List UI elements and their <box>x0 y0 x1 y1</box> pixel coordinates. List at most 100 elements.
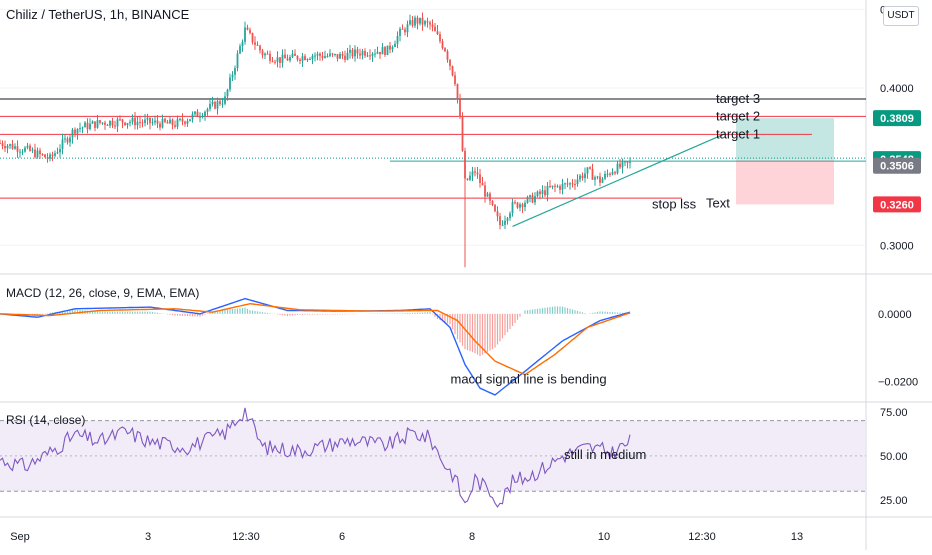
candle-body <box>306 59 309 61</box>
candle-body <box>111 120 114 126</box>
candle-body <box>199 116 201 118</box>
candle-body <box>101 122 104 124</box>
signal-line <box>0 302 631 376</box>
candle-body <box>181 118 184 122</box>
candle-body <box>129 121 131 124</box>
candle-body <box>524 202 526 208</box>
price-annotation: target 2 <box>716 108 760 123</box>
candle-body <box>236 53 239 69</box>
candle-body <box>261 50 264 56</box>
candle-body <box>519 204 521 208</box>
candle-body <box>119 119 121 121</box>
candle-body <box>124 122 126 125</box>
candle-body <box>201 116 204 118</box>
candle-body <box>304 56 306 60</box>
candle-body <box>271 60 274 62</box>
candle-body <box>516 202 519 208</box>
candle-body <box>586 167 589 174</box>
candle-body <box>589 167 591 169</box>
candle-body <box>106 124 109 126</box>
candle-body <box>149 117 151 124</box>
candle-body <box>279 57 281 63</box>
candle-body <box>166 121 169 124</box>
candle-body <box>414 17 416 26</box>
candle-body <box>601 178 604 183</box>
candle-body <box>96 120 99 128</box>
candle-body <box>409 20 411 25</box>
candle-body <box>371 53 374 57</box>
candle-body <box>104 122 106 125</box>
support-trendline <box>512 133 726 227</box>
candle-body <box>506 218 509 221</box>
price-annotation: stop lss <box>652 196 697 211</box>
candle-body <box>146 117 149 120</box>
candle-body <box>364 51 366 56</box>
candle-body <box>459 99 461 117</box>
candle-body <box>86 122 89 130</box>
candle-body <box>179 118 181 120</box>
candle-body <box>289 57 291 61</box>
candle-body <box>606 173 609 175</box>
candle-body <box>556 186 559 188</box>
candle-body <box>246 27 249 30</box>
candle-body <box>426 21 429 23</box>
candle-body <box>94 121 96 128</box>
candle-body <box>331 53 334 55</box>
candle-body <box>579 175 581 180</box>
rsi-axis-tick: 50.00 <box>880 451 908 463</box>
time-axis-tick: Sep <box>10 531 30 543</box>
candle-body <box>226 89 229 97</box>
candle-body <box>329 53 331 57</box>
currency-button[interactable]: USDT <box>883 6 919 26</box>
candle-body <box>406 24 409 33</box>
candle-body <box>89 123 91 130</box>
rsi-annotation: still in medium <box>564 447 646 462</box>
candle-body <box>186 121 189 124</box>
candle-body <box>51 154 54 156</box>
candle-body <box>554 185 556 187</box>
candle-body <box>171 119 174 126</box>
candle-body <box>546 185 549 196</box>
candle-body <box>391 46 394 50</box>
price-label-bg <box>873 157 921 174</box>
candle-body <box>481 183 484 186</box>
candle-body <box>344 55 346 60</box>
candle-body <box>399 28 401 36</box>
candle-body <box>241 41 244 47</box>
candle-body <box>231 74 234 78</box>
candle-body <box>309 59 311 61</box>
rsi-axis-tick: 75.00 <box>880 407 908 419</box>
candle-body <box>454 75 456 85</box>
candle-body <box>176 119 179 127</box>
candle-body <box>439 34 441 42</box>
candle-body <box>616 163 619 174</box>
candle-body <box>346 52 349 60</box>
candle-body <box>526 197 529 203</box>
price-label-bg <box>873 110 921 127</box>
candle-body <box>24 147 26 152</box>
price-label: 0.3809 <box>880 113 914 125</box>
candle-body <box>581 175 584 179</box>
candle-body <box>204 111 206 117</box>
candle-body <box>54 153 56 156</box>
candle-body <box>394 43 396 47</box>
candle-body <box>376 51 379 54</box>
candle-body <box>291 53 294 58</box>
candle-body <box>416 17 419 24</box>
candle-body <box>76 128 79 134</box>
candle-body <box>189 119 191 122</box>
price-annotation: target 3 <box>716 91 760 106</box>
candle-body <box>451 65 454 76</box>
candle-body <box>494 204 496 212</box>
candle-body <box>461 116 464 151</box>
candle-body <box>159 123 161 128</box>
candle-body <box>386 45 389 56</box>
candle-body <box>301 56 304 62</box>
candle-body <box>466 178 469 180</box>
candle-body <box>259 45 261 51</box>
candle-body <box>514 202 516 204</box>
candle-body <box>491 200 494 205</box>
candle-body <box>69 137 71 143</box>
